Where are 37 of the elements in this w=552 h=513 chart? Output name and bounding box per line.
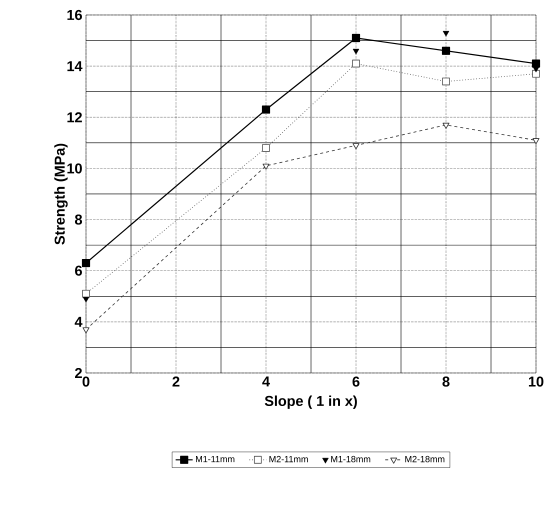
y-tick-label: 2 bbox=[75, 368, 82, 378]
legend-label: M2-18mm bbox=[405, 456, 444, 462]
y-tick-label: 12 bbox=[67, 112, 82, 122]
point bbox=[352, 143, 360, 150]
legend-label: M1-18mm bbox=[331, 456, 370, 462]
point bbox=[82, 296, 90, 303]
y-tick-label: 6 bbox=[75, 266, 82, 276]
legend-label: M2-11mm bbox=[269, 456, 308, 462]
point bbox=[262, 144, 270, 152]
y-tick-label: 16 bbox=[67, 10, 82, 20]
point bbox=[442, 78, 450, 86]
y-axis-title: Strength (MPa) bbox=[54, 144, 68, 245]
legend-label: M1-11mm bbox=[196, 456, 234, 462]
point bbox=[352, 34, 360, 42]
x-axis-title: Slope ( 1 in x) bbox=[264, 396, 357, 409]
y-tick-label: 14 bbox=[67, 61, 82, 72]
point bbox=[82, 258, 90, 268]
y-tick-label: 10 bbox=[67, 163, 82, 174]
point bbox=[82, 290, 90, 298]
x-tick-label: 2 bbox=[172, 376, 180, 387]
x-tick-label: 10 bbox=[528, 376, 544, 387]
x-tick-label: 0 bbox=[82, 376, 90, 387]
point bbox=[532, 70, 540, 78]
x-tick-label: 6 bbox=[352, 376, 360, 387]
point bbox=[442, 46, 450, 55]
point bbox=[442, 30, 450, 37]
point bbox=[532, 138, 540, 144]
point bbox=[262, 106, 270, 114]
point bbox=[352, 60, 360, 68]
point bbox=[442, 122, 450, 129]
x-tick-label: 8 bbox=[442, 376, 450, 387]
y-tick-label: 8 bbox=[74, 214, 82, 225]
point bbox=[262, 164, 270, 170]
y-tick-label: 4 bbox=[74, 316, 82, 327]
point bbox=[532, 66, 540, 72]
point bbox=[352, 48, 360, 54]
x-tick-label: 4 bbox=[262, 376, 270, 386]
